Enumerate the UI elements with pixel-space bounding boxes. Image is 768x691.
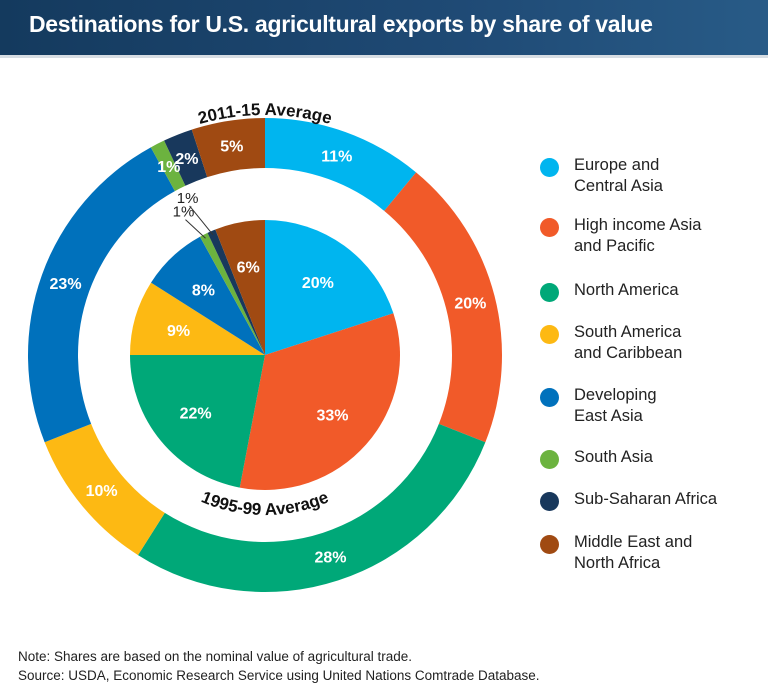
outer-label-middle-east-and-north-africa: 5% bbox=[220, 139, 243, 156]
outer-label-north-america: 28% bbox=[314, 550, 346, 567]
outer-slice-europe-and-central-asia bbox=[265, 118, 417, 211]
inner-label-sub-saharan-africa: 1% bbox=[177, 190, 199, 207]
legend-swatch bbox=[540, 450, 559, 469]
legend-label: Developing East Asia bbox=[574, 386, 657, 425]
inner-label-south-america-and-caribbean: 9% bbox=[167, 323, 190, 340]
legend-item-developing-east-asia: Developing East Asia bbox=[540, 385, 657, 427]
legend-swatch bbox=[540, 325, 559, 344]
legend-label: High income Asia and Pacific bbox=[574, 216, 702, 255]
legend-item-high-income-asia-and-pacific: High income Asia and Pacific bbox=[540, 215, 701, 257]
outer-slice-south-america-and-caribbean bbox=[44, 423, 165, 556]
outer-slice-north-america bbox=[138, 423, 486, 592]
legend-swatch bbox=[540, 283, 559, 302]
chart-title: Destinations for U.S. agricultural expor… bbox=[29, 11, 653, 37]
inner-label-middle-east-and-north-africa: 6% bbox=[237, 260, 260, 277]
outer-label-developing-east-asia: 23% bbox=[50, 276, 82, 293]
note-text: Note: Shares are based on the nominal va… bbox=[18, 649, 412, 664]
outer-label-europe-and-central-asia: 11% bbox=[321, 149, 352, 166]
inner-slice-developing-east-asia bbox=[151, 236, 265, 355]
inner-slice-south-asia bbox=[199, 232, 265, 355]
inner-slice-sub-saharan-africa bbox=[207, 229, 265, 355]
legend-swatch bbox=[540, 388, 559, 407]
legend-label: South America and Caribbean bbox=[574, 323, 683, 362]
inner-slice-europe-and-central-asia bbox=[265, 220, 394, 355]
legend-swatch bbox=[540, 158, 559, 177]
outer-ring-2011-15 bbox=[28, 118, 502, 592]
legend-item-europe-and-central-asia: Europe and Central Asia bbox=[540, 155, 663, 197]
outer-slice-middle-east-and-north-africa bbox=[191, 118, 265, 178]
legend-label: North America bbox=[574, 281, 679, 299]
inner-slice-high-income-asia-and-pacific bbox=[239, 313, 400, 490]
inner-label-developing-east-asia: 8% bbox=[192, 282, 215, 299]
legend-label: Middle East and North Africa bbox=[574, 533, 693, 572]
inner-label-high-income-asia-and-pacific: 33% bbox=[316, 408, 348, 425]
outer-label-south-america-and-caribbean: 10% bbox=[86, 483, 118, 500]
legend-swatch bbox=[540, 492, 559, 511]
outer-slice-sub-saharan-africa bbox=[164, 129, 208, 186]
legend-item-south-america-and-caribbean: South America and Caribbean bbox=[540, 322, 682, 364]
outer-label-sub-saharan-africa: 2% bbox=[175, 151, 198, 168]
outer-slice-high-income-asia-and-pacific bbox=[384, 172, 502, 443]
outer-label-high-income-asia-and-pacific: 20% bbox=[454, 295, 486, 312]
notes: Note: Shares are based on the nominal va… bbox=[18, 647, 540, 685]
legend-item-north-america: North America bbox=[540, 280, 679, 302]
legend-swatch bbox=[540, 218, 559, 237]
legend-label: South Asia bbox=[574, 448, 653, 466]
source-text: Source: USDA, Economic Research Service … bbox=[18, 668, 540, 683]
inner-label-north-america: 22% bbox=[180, 405, 212, 422]
outer-slice-developing-east-asia bbox=[28, 147, 175, 443]
legend-label: Europe and Central Asia bbox=[574, 156, 663, 195]
legend-swatch bbox=[540, 535, 559, 554]
leader-line bbox=[185, 219, 206, 239]
inner-label-europe-and-central-asia: 20% bbox=[302, 275, 334, 292]
outer-slice-south-asia bbox=[150, 140, 186, 192]
donut-chart: 11%20%28%10%23%1%2%5%20%33%22%9%8%1%1%6%… bbox=[28, 100, 502, 592]
header-banner: Destinations for U.S. agricultural expor… bbox=[0, 0, 768, 58]
legend-item-south-asia: South Asia bbox=[540, 447, 653, 469]
data-labels: 11%20%28%10%23%1%2%5%20%33%22%9%8%1%1%6% bbox=[50, 139, 487, 567]
inner-slice-north-america bbox=[130, 355, 265, 488]
inner-slice-middle-east-and-north-africa bbox=[215, 220, 265, 355]
leader-line bbox=[189, 205, 214, 236]
outer-label-south-asia: 1% bbox=[157, 159, 180, 176]
legend-item-middle-east-and-north-africa: Middle East and North Africa bbox=[540, 532, 692, 574]
legend-item-sub-saharan-africa: Sub-Saharan Africa bbox=[540, 489, 717, 511]
inner-pie-1995-99 bbox=[130, 220, 400, 490]
inner-label-south-asia: 1% bbox=[173, 204, 195, 221]
inner-slice-south-america-and-caribbean bbox=[130, 282, 265, 355]
legend-label: Sub-Saharan Africa bbox=[574, 490, 718, 508]
inner-series-label: 1995-99 Average bbox=[199, 488, 331, 520]
